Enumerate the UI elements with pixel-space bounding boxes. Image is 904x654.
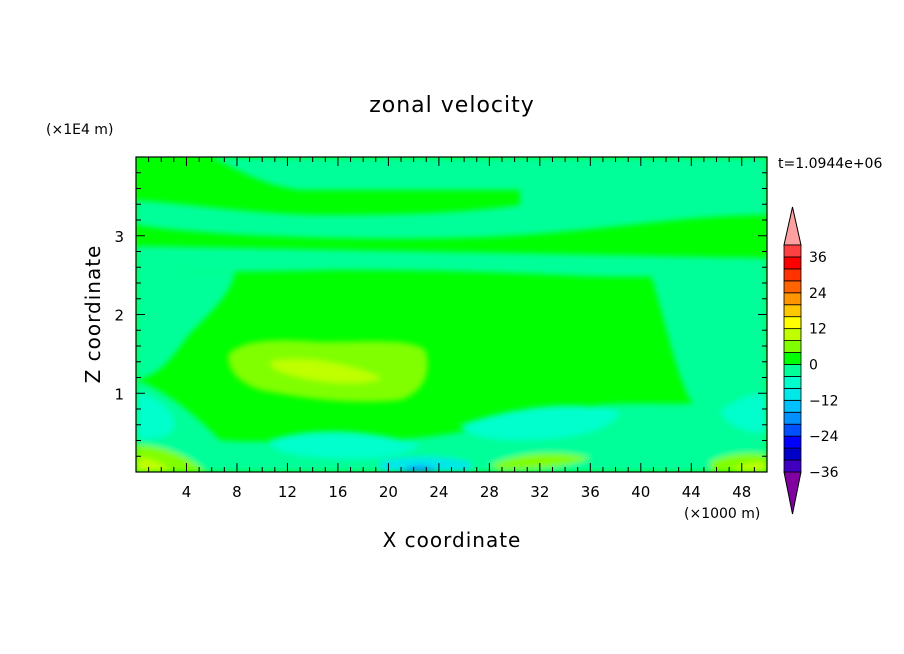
colorbar-labels: 36 24 12 0 −12 −24 −36	[809, 250, 839, 481]
colorbar-box	[783, 256, 802, 270]
contour-region-positive-core	[270, 359, 382, 384]
contour-region-cyan-mid	[270, 431, 420, 459]
colorbar-label: 0	[809, 357, 818, 373]
colorbar-box	[783, 435, 802, 449]
colorbar-box	[783, 304, 802, 318]
x-tick-label: 20	[379, 483, 398, 501]
y-axis-ticks	[136, 172, 767, 457]
x-tick-label: 44	[682, 483, 701, 501]
x-axis-tick-labels: 4 8 12 16 20 24 28 32 36 40 44 48	[182, 483, 752, 501]
y-axis-label: Z coordinate	[81, 245, 105, 384]
colorbar-box	[783, 316, 802, 330]
chart-title: zonal velocity	[369, 93, 535, 118]
contour-region-cyan-bottom	[380, 456, 470, 472]
colorbar	[783, 206, 802, 515]
contour-region-bottom-right-yellow	[735, 462, 767, 472]
y-tick-label: 1	[114, 385, 124, 403]
contour-region-right-flank	[650, 272, 767, 412]
x-tick-label: 36	[581, 483, 600, 501]
x-axis-label: X coordinate	[383, 528, 522, 552]
x-tick-label: 12	[278, 483, 297, 501]
colorbar-box	[783, 399, 802, 413]
colorbar-box	[783, 268, 802, 282]
y-unit-label: (×1E4 m)	[46, 122, 113, 138]
x-tick-label: 48	[732, 483, 751, 501]
colorbar-box	[783, 340, 802, 353]
colorbar-box	[783, 364, 802, 377]
x-tick-label: 28	[480, 483, 499, 501]
contour-region-bottom-mid-warm	[490, 453, 590, 470]
contour-region-cyan-right	[460, 405, 620, 440]
x-tick-label: 32	[530, 483, 549, 501]
colorbar-arrow-top	[783, 206, 802, 246]
x-tick-label: 40	[631, 483, 650, 501]
colorbar-box	[783, 423, 802, 437]
colorbar-box	[783, 244, 802, 258]
time-label: t=1.0944e+06	[778, 156, 882, 172]
x-tick-label: 24	[429, 483, 448, 501]
colorbar-box	[783, 459, 802, 473]
contour-region-blue-spot	[400, 466, 438, 472]
x-tick-label: 16	[328, 483, 347, 501]
contour-region-cyan-left	[136, 392, 174, 440]
colorbar-label: −36	[809, 465, 839, 481]
colorbar-box	[783, 352, 802, 365]
x-tick-label: 4	[182, 483, 192, 501]
contour-field	[136, 157, 767, 472]
colorbar-box	[783, 376, 802, 389]
colorbar-box	[783, 447, 802, 461]
colorbar-label: 24	[809, 286, 827, 302]
colorbar-label: −24	[809, 429, 839, 445]
contour-region-upper-band	[136, 157, 767, 239]
x-tick-label: 8	[232, 483, 242, 501]
colorbar-box	[783, 328, 802, 341]
colorbar-arrow-bottom	[783, 471, 802, 515]
colorbar-box	[783, 387, 802, 401]
colorbar-box	[783, 411, 802, 425]
contour-region-left-flank	[136, 272, 235, 380]
field-smoothed	[136, 157, 767, 472]
contour-region-mid-band	[136, 246, 767, 278]
colorbar-label: −12	[809, 393, 839, 409]
x-axis-ticks	[148, 157, 755, 472]
colorbar-label: 12	[809, 322, 827, 338]
y-tick-label: 2	[114, 307, 124, 325]
y-tick-label: 3	[114, 228, 124, 246]
contour-region-cyan-far-right	[720, 393, 767, 433]
colorbar-box	[783, 292, 802, 306]
colorbar-box	[783, 280, 802, 294]
y-axis-tick-labels: 1 2 3	[114, 228, 124, 404]
colorbar-label: 36	[809, 250, 827, 266]
x-unit-label: (×1000 m)	[684, 506, 760, 522]
